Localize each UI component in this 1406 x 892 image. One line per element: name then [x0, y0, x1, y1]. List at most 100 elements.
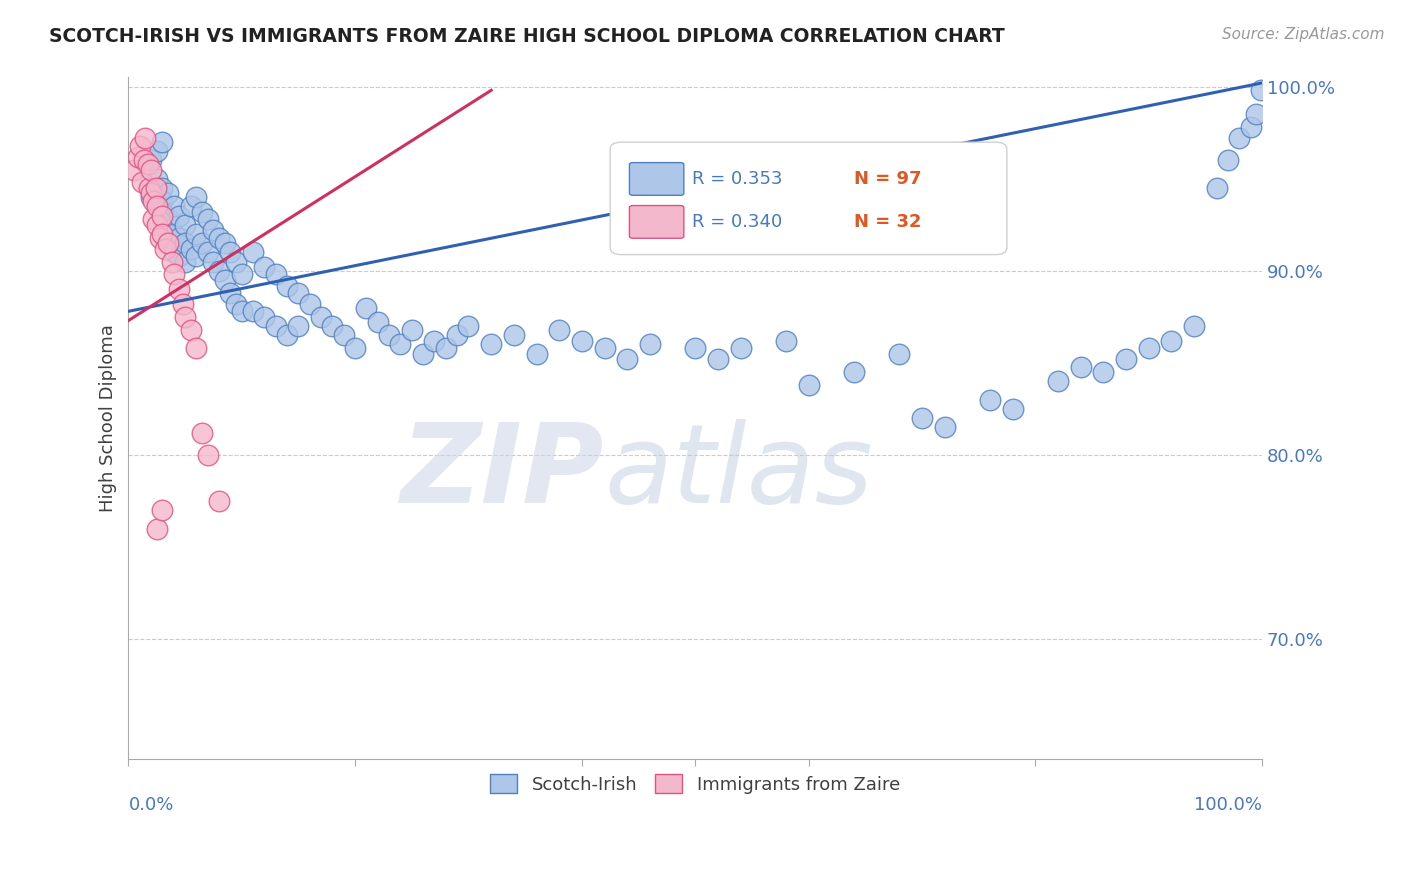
Point	[797, 378, 820, 392]
Point	[1250, 83, 1272, 97]
Point	[214, 273, 236, 287]
Point	[163, 199, 186, 213]
Point	[152, 503, 174, 517]
Point	[1046, 374, 1069, 388]
Point	[139, 190, 162, 204]
Point	[287, 285, 309, 300]
Point	[208, 494, 231, 508]
Point	[139, 153, 162, 168]
Point	[191, 205, 214, 219]
Point	[157, 236, 180, 251]
Point	[730, 341, 752, 355]
Point	[638, 337, 661, 351]
Point	[163, 268, 186, 282]
Point	[934, 420, 956, 434]
Point	[389, 337, 412, 351]
Point	[344, 341, 367, 355]
Point	[1160, 334, 1182, 348]
Point	[152, 227, 174, 241]
Point	[134, 153, 156, 168]
Point	[163, 245, 186, 260]
Point	[231, 304, 253, 318]
Point	[1070, 359, 1092, 374]
Point	[434, 341, 457, 355]
Point	[197, 448, 219, 462]
Point	[174, 310, 197, 324]
Point	[1137, 341, 1160, 355]
Point	[401, 323, 423, 337]
Point	[139, 186, 162, 201]
Point	[208, 264, 231, 278]
Point	[707, 352, 730, 367]
Point	[287, 319, 309, 334]
Point	[446, 328, 468, 343]
Point	[186, 227, 208, 241]
Point	[197, 212, 219, 227]
Point	[174, 218, 197, 232]
Point	[616, 352, 638, 367]
Point	[122, 162, 145, 177]
Point	[149, 230, 172, 244]
Point	[253, 260, 276, 274]
Point	[276, 328, 298, 343]
Point	[842, 365, 865, 379]
Point	[169, 249, 191, 263]
Point	[157, 186, 180, 201]
Point	[169, 209, 191, 223]
Point	[142, 212, 165, 227]
Point	[1239, 120, 1261, 135]
Point	[128, 138, 150, 153]
Point	[186, 190, 208, 204]
Point	[1115, 352, 1137, 367]
Point	[333, 328, 356, 343]
Legend: Scotch-Irish, Immigrants from Zaire: Scotch-Irish, Immigrants from Zaire	[484, 767, 907, 801]
Point	[169, 282, 191, 296]
Point	[146, 199, 169, 213]
Text: ZIP: ZIP	[401, 419, 605, 526]
Point	[172, 297, 194, 311]
Point	[378, 328, 401, 343]
Point	[146, 144, 169, 158]
Point	[457, 319, 479, 334]
Point	[548, 323, 571, 337]
Point	[276, 278, 298, 293]
Point	[1216, 153, 1239, 168]
Point	[208, 230, 231, 244]
Point	[180, 323, 202, 337]
Point	[146, 218, 169, 232]
Point	[219, 285, 242, 300]
Point	[526, 346, 548, 360]
Point	[180, 199, 202, 213]
Point	[131, 175, 153, 189]
Point	[157, 212, 180, 227]
Point	[593, 341, 616, 355]
Point	[163, 227, 186, 241]
Point	[264, 319, 287, 334]
Point	[321, 319, 343, 334]
Point	[911, 411, 934, 425]
Point	[1182, 319, 1205, 334]
Point	[1001, 401, 1024, 416]
Point	[145, 181, 167, 195]
Point	[225, 297, 247, 311]
Point	[356, 301, 378, 315]
Point	[219, 245, 242, 260]
Point	[138, 181, 160, 195]
Point	[152, 194, 174, 208]
Point	[1227, 131, 1250, 145]
Point	[298, 297, 321, 311]
Text: SCOTCH-IRISH VS IMMIGRANTS FROM ZAIRE HIGH SCHOOL DIPLOMA CORRELATION CHART: SCOTCH-IRISH VS IMMIGRANTS FROM ZAIRE HI…	[49, 27, 1005, 45]
Point	[502, 328, 524, 343]
Text: R = 0.340: R = 0.340	[692, 213, 782, 231]
Point	[202, 254, 225, 268]
Point	[1092, 365, 1115, 379]
FancyBboxPatch shape	[610, 142, 1007, 254]
FancyBboxPatch shape	[630, 205, 683, 238]
Text: N = 32: N = 32	[853, 213, 921, 231]
Text: N = 97: N = 97	[853, 170, 921, 188]
Point	[169, 230, 191, 244]
Point	[197, 245, 219, 260]
Point	[153, 242, 176, 256]
Text: atlas: atlas	[605, 419, 873, 526]
Point	[152, 181, 174, 195]
